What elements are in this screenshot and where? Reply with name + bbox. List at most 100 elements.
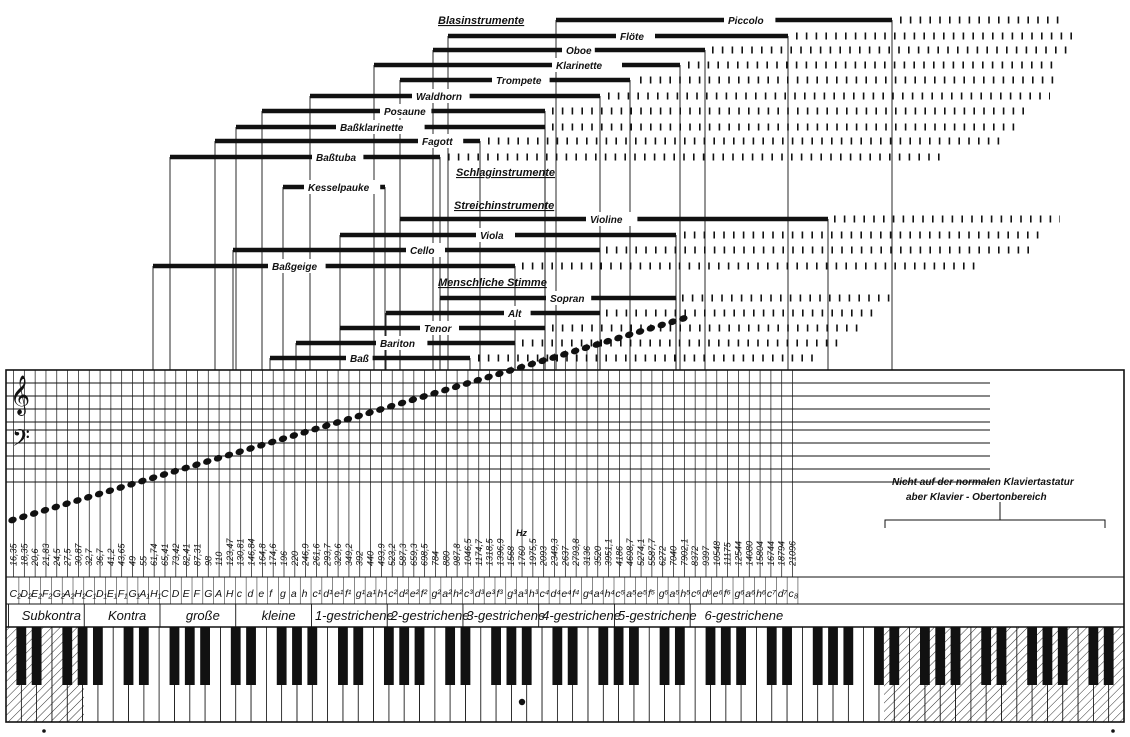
- note-head: [322, 422, 331, 430]
- note-head: [300, 428, 309, 436]
- frequency-label: 5587,7: [647, 537, 657, 566]
- black-key: [184, 627, 195, 685]
- frequency-label: 493,9: [376, 543, 386, 566]
- frequency-label: 392: [355, 551, 365, 566]
- frequency-label: 987,8: [452, 543, 462, 566]
- note-name-label: A₂: [63, 588, 75, 600]
- black-key: [705, 627, 716, 685]
- frequency-label: 698,5: [420, 542, 430, 566]
- frequency-label: 18794: [777, 541, 787, 566]
- black-key: [766, 627, 777, 685]
- note-name-label: e¹: [334, 588, 344, 600]
- instrument-label-bg: [504, 306, 531, 320]
- frequency-label: 4698,7: [625, 537, 635, 566]
- note-name-label: E₂: [31, 588, 42, 600]
- note-name-label: c¹: [312, 588, 321, 600]
- note-head: [246, 445, 255, 452]
- frequency-label: 220: [290, 551, 300, 567]
- instrument-label-bg: [562, 43, 595, 57]
- note-name-label: C: [161, 588, 169, 600]
- note-name-label: g⁶: [734, 588, 745, 600]
- overtone-brace: [884, 519, 1106, 528]
- black-key: [920, 627, 930, 685]
- frame-dot-left: [42, 729, 46, 733]
- note-head: [181, 464, 190, 472]
- black-key: [552, 627, 563, 685]
- frequency-label: 164,8: [257, 543, 267, 566]
- frequency-label: 440: [366, 551, 376, 566]
- frequency-label: 1396,9: [495, 538, 505, 566]
- frequency-label: 7040: [669, 546, 679, 566]
- frequency-label: 98: [203, 556, 213, 566]
- note-name-label: d²: [399, 588, 409, 600]
- instrument-label: Violine: [590, 215, 623, 226]
- note-name-label: d⁶: [702, 588, 713, 600]
- instrument-label-bg: [336, 120, 425, 134]
- note-name-label: c³: [464, 588, 473, 600]
- frequency-label: 196: [279, 551, 289, 566]
- note-name-label: h²: [453, 588, 463, 600]
- note-head: [311, 425, 320, 433]
- treble-clef-icon: 𝄞: [10, 375, 30, 416]
- frequency-label: 7902,1: [679, 538, 689, 566]
- note-head: [538, 357, 547, 365]
- frequency-label: 174,6: [268, 543, 278, 566]
- note-head: [332, 419, 342, 426]
- note-name-label: c⁷: [767, 588, 777, 600]
- note-name-label: A₁: [138, 588, 150, 600]
- octave-label: kleine: [262, 608, 296, 623]
- note-head: [235, 448, 244, 456]
- instrument-label: Sopran: [550, 294, 584, 305]
- frequency-label: 11175: [723, 541, 733, 566]
- black-key: [567, 627, 578, 685]
- instrument-label: Alt: [507, 309, 522, 320]
- note-name-label: d: [248, 588, 255, 600]
- frequency-label: 21,83: [41, 543, 51, 567]
- instrument-label-bg: [406, 243, 445, 257]
- frequency-label: 41,2: [106, 548, 116, 566]
- note-head: [40, 506, 50, 514]
- note-name-label: e⁵: [637, 588, 648, 600]
- black-key: [383, 627, 394, 685]
- instrument-label-bg: [268, 259, 326, 273]
- note-name-label: d⁴: [551, 588, 561, 600]
- frequency-label: 30,87: [73, 542, 83, 566]
- note-head: [430, 389, 439, 397]
- black-key: [874, 627, 884, 685]
- note-head: [203, 458, 212, 465]
- octave-label: 1-gestrichene: [315, 608, 394, 623]
- frequency-label: 1975,5: [528, 537, 538, 566]
- frequency-label: 659,3: [409, 543, 419, 566]
- note-name-label: E: [183, 588, 191, 600]
- frequency-label: 587,3: [398, 543, 408, 566]
- header-voice: Menschliche Stimme: [438, 277, 547, 289]
- note-head: [603, 337, 612, 345]
- instrument-label: Piccolo: [728, 16, 764, 27]
- instrument-label: Fagott: [422, 137, 453, 148]
- octave-label: 3-gestrichene: [466, 608, 545, 623]
- instrument-label-bg: [376, 336, 428, 350]
- note-head: [8, 516, 17, 524]
- note-name-label: H: [226, 588, 234, 600]
- note-name-label: g: [280, 588, 286, 600]
- note-head: [462, 380, 472, 387]
- note-head: [397, 399, 407, 407]
- note-head: [376, 406, 385, 413]
- black-key: [935, 627, 946, 685]
- header-percussion: Schlaginstrumente: [456, 167, 555, 179]
- black-key: [200, 627, 210, 685]
- note-head: [159, 471, 169, 478]
- frequency-label: 329,6: [333, 543, 343, 566]
- frequency-label: 523,2: [387, 543, 397, 566]
- note-head: [527, 360, 537, 368]
- note-name-label: a⁴: [594, 588, 604, 600]
- frequency-label: 2349,3: [550, 538, 560, 567]
- note-head: [84, 493, 93, 501]
- note-name-label: f¹: [345, 588, 352, 600]
- note-head: [29, 510, 39, 517]
- frequency-label: 16,35: [9, 542, 19, 566]
- note-head: [635, 328, 645, 335]
- black-key: [1057, 627, 1068, 685]
- note-head: [170, 467, 179, 475]
